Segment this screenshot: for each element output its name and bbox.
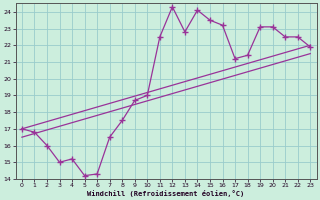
X-axis label: Windchill (Refroidissement éolien,°C): Windchill (Refroidissement éolien,°C) — [87, 190, 245, 197]
